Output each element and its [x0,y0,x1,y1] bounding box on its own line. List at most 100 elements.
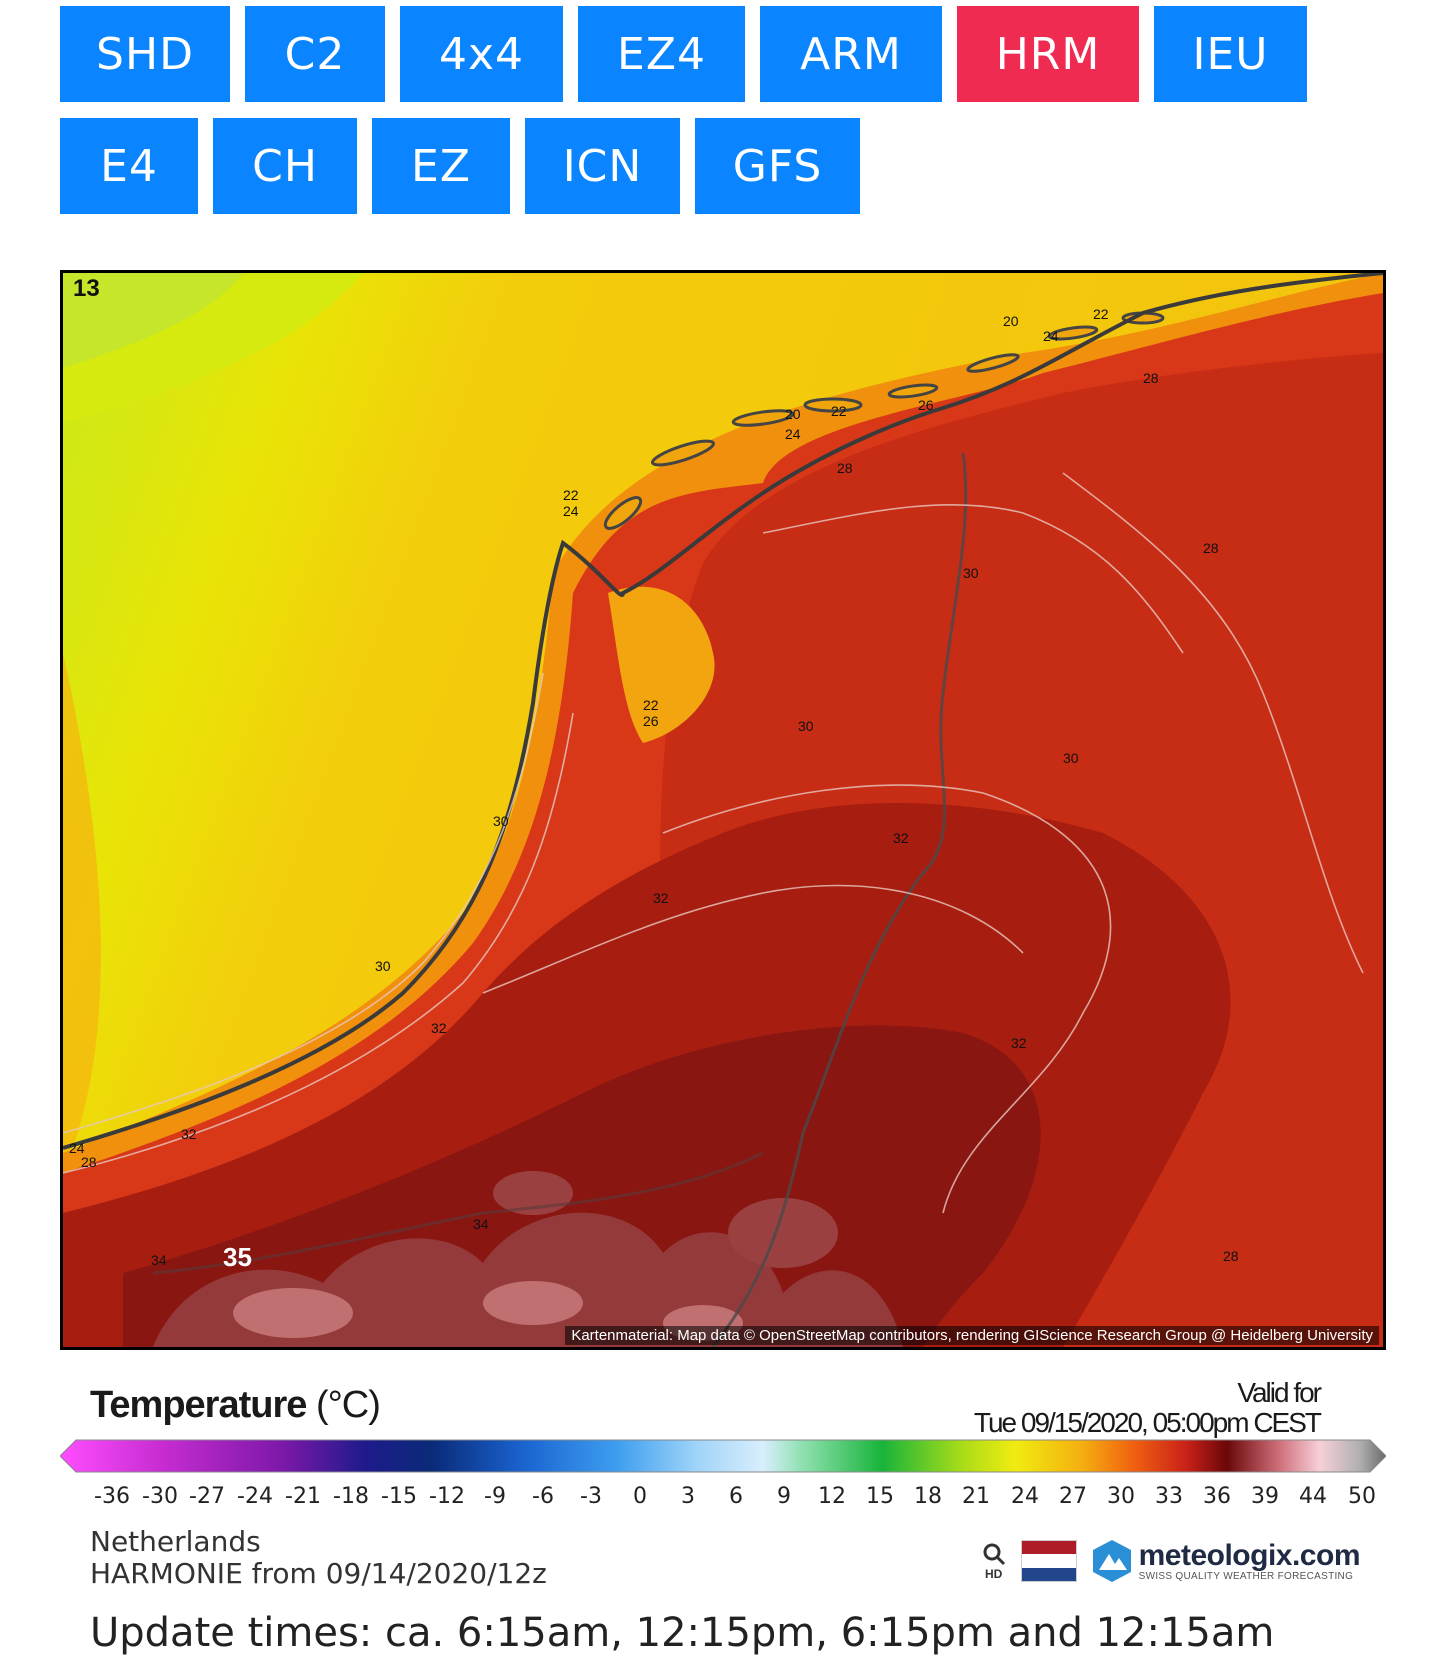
tick-label: -36 [94,1484,130,1509]
max-temperature-label: 35 [223,1242,252,1272]
hot-patch [483,1281,583,1325]
isotherm-label: 32 [181,1126,197,1142]
cool-sea-zone-inner [63,273,243,368]
tick-label: -21 [285,1484,321,1509]
model-button-ez[interactable]: EZ [372,118,510,214]
tick-label: 0 [633,1484,647,1509]
scale-bar [60,1439,1386,1473]
wadden-islands [603,311,1165,530]
isotherm-label: 30 [375,958,391,974]
isotherm-label: 20 [785,406,801,422]
tick-label: 18 [914,1484,942,1509]
tick-label: -24 [237,1484,273,1509]
isotherm-label: 28 [1223,1248,1239,1264]
model-button-hrm-active[interactable]: HRM [957,6,1139,102]
model-button-e4[interactable]: E4 [60,118,198,214]
brand-name: meteologix.com [1138,1538,1361,1572]
isotherm-label: 30 [798,718,814,734]
tick-label: 36 [1203,1484,1231,1509]
isotherm-label: 28 [1143,370,1159,386]
country-border-south [152,1151,764,1275]
isotherm-label-layer: 20 22 24 28 20 24 22 26 28 22 24 30 22 2… [69,306,1239,1272]
tick-label: 21 [962,1484,990,1509]
isotherm-label: 28 [81,1154,97,1170]
tick-label: -15 [381,1484,417,1509]
ijsselmeer [608,586,715,743]
map-attribution: Kartenmaterial: Map data © OpenStreetMap… [565,1326,1379,1345]
tick-label: 15 [866,1484,894,1509]
isotherm-label: 32 [893,830,909,846]
legend-title: Temperature (°C) [90,1384,381,1427]
isotherm-label: 32 [1011,1035,1027,1051]
tick-label: -18 [333,1484,369,1509]
update-times: Update times: ca. 6:15am, 12:15pm, 6:15p… [90,1610,1275,1656]
model-selector-row-1: SHD C2 4x4 EZ4 ARM HRM IEU [60,6,1307,102]
isotherm-label: 22 [831,403,847,419]
meteologix-logo[interactable]: meteologix.com SWISS QUALITY WEATHER FOR… [1091,1538,1361,1584]
tick-label: 9 [777,1484,791,1509]
valid-for-value: Tue 09/15/2020, 05:00pm CEST [973,1407,1322,1438]
temperature-map-image: 20 22 24 28 20 24 22 26 28 22 24 30 22 2… [63,273,1383,1347]
magnifier-icon [983,1543,1005,1566]
meteologix-logo-icon [1092,1540,1131,1582]
isotherm-label: 20 [1003,313,1019,329]
tick-label: 12 [818,1484,846,1509]
isotherm-label: 24 [69,1140,85,1156]
model-button-ch[interactable]: CH [213,118,357,214]
corner-value-label: 13 [73,275,100,302]
legend-unit: (°C) [315,1384,381,1426]
tick-label: 6 [729,1484,743,1509]
tick-label: 27 [1059,1484,1087,1509]
valid-for-label: Valid for [1237,1377,1322,1408]
hd-zoom-button[interactable]: HD [981,1541,1007,1581]
tick-label: 30 [1107,1484,1135,1509]
tick-label: 24 [1011,1484,1039,1509]
isotherm-label: 30 [493,813,509,829]
isotherm-label: 24 [1043,328,1059,344]
hot-patch [233,1288,353,1338]
hd-label: HD [984,1567,1003,1581]
valid-for-block: Valid for Tue 09/15/2020, 05:00pm CEST [973,1377,1322,1438]
warm-sea-zone [63,653,101,1173]
brand-block: HD meteologix.com SWISS QUALITY WEATHER … [981,1538,1361,1584]
tick-label: 50 [1348,1484,1376,1509]
isotherm-label: 32 [653,890,669,906]
model-button-icn[interactable]: ICN [525,118,680,214]
isotherm-label: 32 [431,1020,447,1036]
isotherm-label: 28 [1203,540,1219,556]
model-button-arm[interactable]: ARM [760,6,942,102]
model-button-ez4[interactable]: EZ4 [578,6,745,102]
model-button-shd[interactable]: SHD [60,6,230,102]
model-button-4x4[interactable]: 4x4 [400,6,563,102]
model-button-ieu[interactable]: IEU [1154,6,1307,102]
country-border [711,452,968,1347]
tick-label: -30 [142,1484,178,1509]
isotherm-label: 26 [643,713,659,729]
model-selector-row-2: E4 CH EZ ICN GFS [60,118,860,214]
netherlands-flag-icon[interactable] [1020,1540,1077,1582]
coastline [63,273,1383,1150]
tick-label: 39 [1251,1484,1279,1509]
tick-label: -12 [429,1484,465,1509]
isotherm-label: 26 [918,397,934,413]
model-button-gfs[interactable]: GFS [695,118,860,214]
isotherm-label: 30 [963,565,979,581]
isotherm-label: 34 [151,1252,167,1268]
tick-label: -9 [484,1484,506,1509]
tick-label: 44 [1299,1484,1327,1509]
tick-label: -27 [189,1484,225,1509]
legend-title-text: Temperature [90,1384,307,1426]
brand-tagline: SWISS QUALITY WEATHER FORECASTING [1138,1570,1354,1582]
model-button-c2[interactable]: C2 [245,6,385,102]
temperature-color-scale [60,1439,1386,1473]
isotherm-contours [63,472,1364,1214]
isotherm-label: 22 [563,487,579,503]
isotherm-label: 22 [643,697,659,713]
tick-label: -6 [532,1484,554,1509]
isotherm-label: 28 [837,460,853,476]
isotherm-label: 24 [785,426,801,442]
tick-label: -3 [580,1484,602,1509]
region-info: Netherlands HARMONIE from 09/14/2020/12z [90,1526,547,1590]
temperature-map[interactable]: 20 22 24 28 20 24 22 26 28 22 24 30 22 2… [60,270,1386,1350]
tick-label: 3 [681,1484,695,1509]
